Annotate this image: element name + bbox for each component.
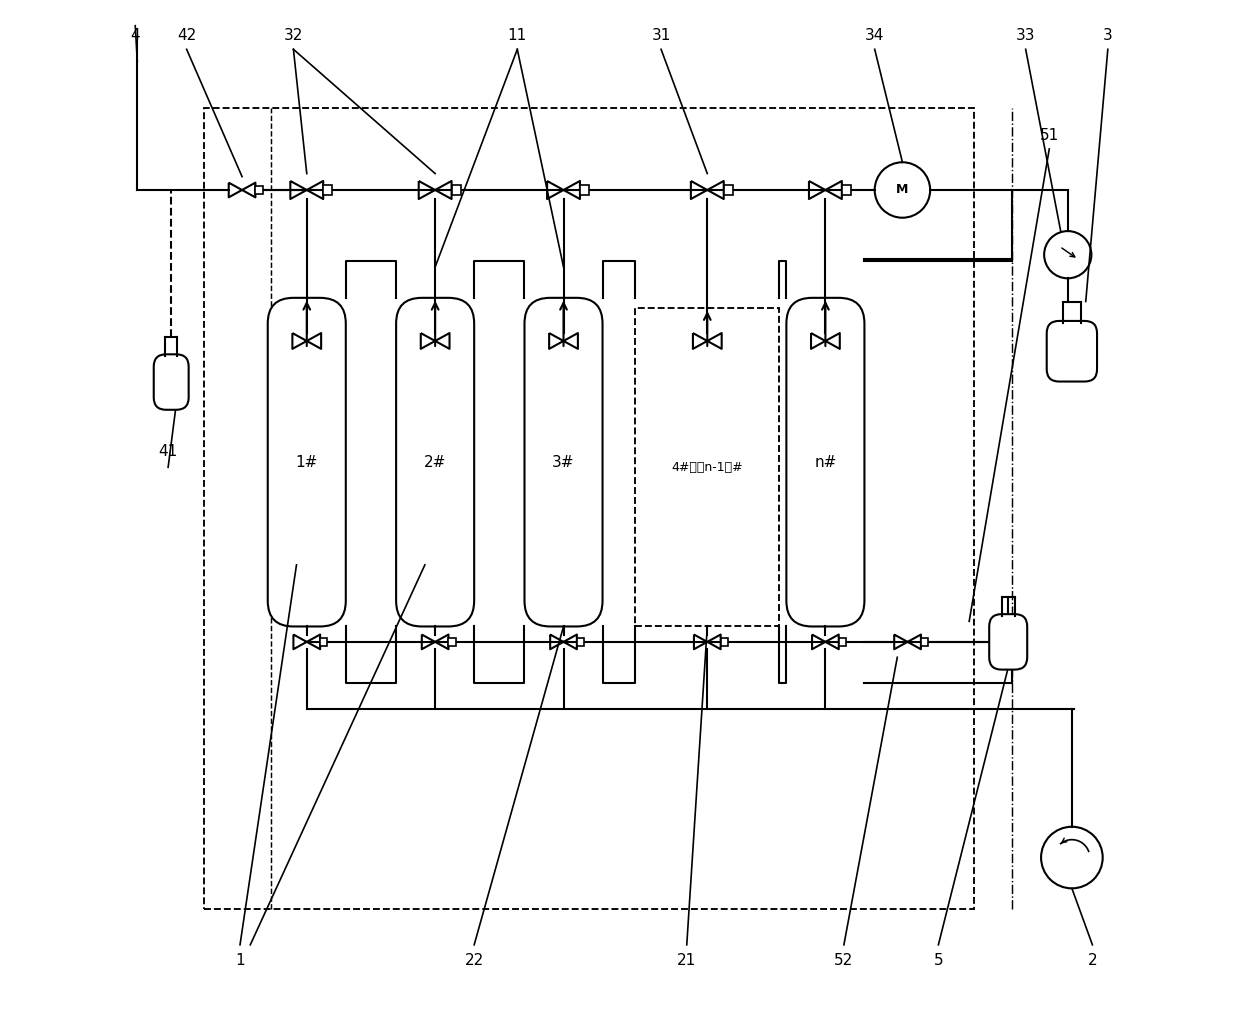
Bar [577, 638, 584, 646]
Text: 33: 33 [1016, 29, 1035, 43]
Text: 4: 4 [130, 29, 140, 43]
Text: 5: 5 [934, 953, 944, 967]
Text: 2#: 2# [424, 455, 446, 469]
Bar [921, 638, 929, 646]
Text: 4#～（n-1）#: 4#～（n-1）# [672, 461, 743, 473]
Text: 3#: 3# [552, 455, 575, 469]
Bar [842, 186, 851, 194]
Bar [838, 638, 846, 646]
Text: 42: 42 [177, 29, 196, 43]
Bar [451, 186, 460, 194]
Bar [580, 186, 589, 194]
Text: 32: 32 [284, 29, 303, 43]
FancyBboxPatch shape [154, 354, 188, 410]
Text: 1: 1 [236, 953, 244, 967]
Text: 11: 11 [507, 29, 527, 43]
FancyBboxPatch shape [1047, 320, 1097, 381]
Bar [205, 108, 975, 909]
Text: 1#: 1# [295, 455, 317, 469]
FancyBboxPatch shape [525, 298, 603, 626]
FancyBboxPatch shape [786, 298, 864, 626]
Bar [720, 638, 728, 646]
Bar [324, 186, 332, 194]
Bar [635, 308, 779, 626]
Text: 22: 22 [465, 953, 484, 967]
Text: 41: 41 [159, 445, 177, 459]
Text: n#: n# [815, 455, 837, 469]
Text: 52: 52 [835, 953, 853, 967]
Text: 31: 31 [651, 29, 671, 43]
Text: 2: 2 [1087, 953, 1097, 967]
Bar [320, 638, 327, 646]
FancyBboxPatch shape [268, 298, 346, 626]
Text: 3: 3 [1102, 29, 1112, 43]
Text: 51: 51 [1039, 128, 1059, 143]
Bar [724, 186, 733, 194]
Text: M: M [897, 184, 909, 196]
Bar [449, 638, 456, 646]
Text: 21: 21 [677, 953, 697, 967]
FancyBboxPatch shape [990, 614, 1027, 670]
FancyBboxPatch shape [396, 298, 474, 626]
Text: 34: 34 [866, 29, 884, 43]
Bar [255, 186, 263, 194]
